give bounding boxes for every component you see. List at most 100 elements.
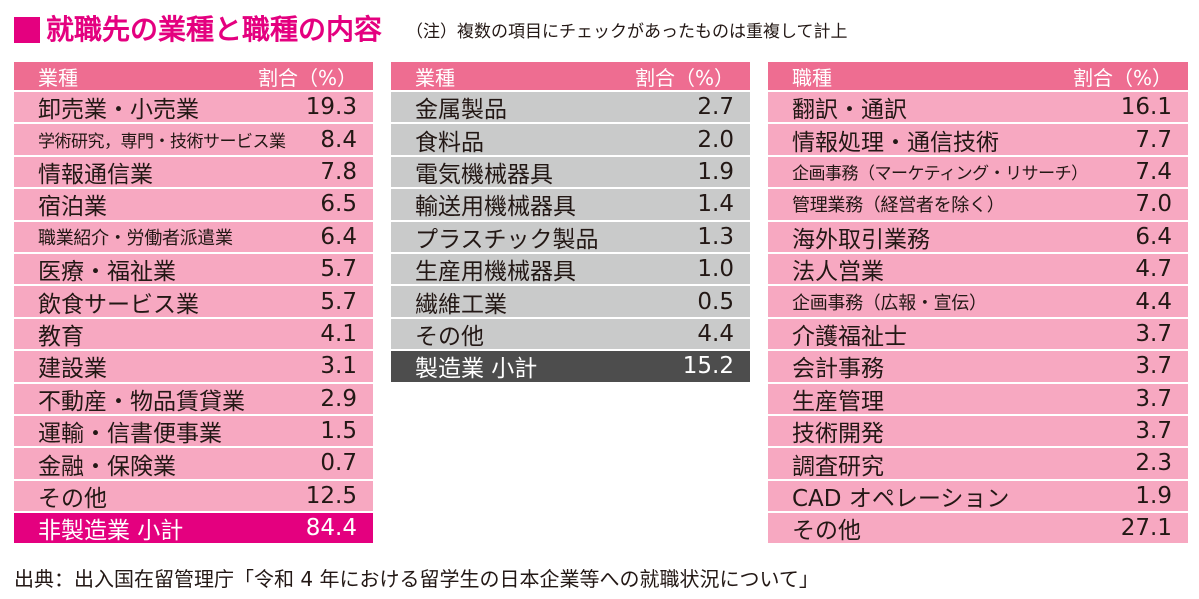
row-label: 技術開発	[792, 421, 884, 448]
header-label: 業種	[38, 65, 78, 90]
table-row: 介護福祉士 3.7	[768, 318, 1188, 352]
row-value: 16.1	[1120, 94, 1172, 121]
row-value: 1.9	[1135, 482, 1172, 509]
non-manufacturing-table: 業種 割合（%） 卸売業・小売業 19.3 学術研究，専門・技術サービス業 8.4 …	[14, 62, 373, 546]
note: （注）複数の項目にチェックがあったものは重複して計上	[406, 22, 848, 42]
table-header: 職種 割合（%）	[768, 62, 1188, 92]
row-value: 4.4	[697, 320, 734, 347]
row-value: 1.3	[697, 223, 734, 250]
table-row: 生産用機械器具 1.0	[391, 253, 750, 287]
row-value: 7.0	[1135, 191, 1172, 218]
row-label: 学術研究，専門・技術サービス業	[38, 132, 286, 153]
row-label: 生産管理	[792, 388, 884, 415]
table-row: 飲食サービス業 5.7	[14, 286, 373, 319]
header-value: 割合（%）	[1072, 65, 1172, 90]
subtotal-value: 84.4	[305, 515, 357, 542]
row-value: 1.9	[697, 158, 734, 185]
table-row: 食料品 2.0	[391, 124, 750, 157]
table-row: その他 4.4	[391, 318, 750, 352]
row-label: 建設業	[38, 356, 107, 383]
table-row: 法人営業 4.7	[768, 253, 1188, 287]
row-value: 3.7	[1135, 385, 1172, 412]
table-row: プラスチック製品 1.3	[391, 221, 750, 254]
row-label: 電気機械器具	[415, 161, 553, 188]
row-label: 医療・福祉業	[38, 259, 176, 286]
table-row: 医療・福祉業 5.7	[14, 253, 373, 287]
table-row: CAD オペレーション 1.9	[768, 480, 1188, 514]
row-label: 法人営業	[792, 259, 884, 286]
title-square-icon	[14, 17, 40, 43]
table-row: 建設業 3.1	[14, 351, 373, 384]
table-row: 管理業務（経営者を除く） 7.0	[768, 189, 1188, 222]
row-label: その他	[415, 323, 484, 350]
table-row: 生産管理 3.7	[768, 383, 1188, 416]
row-label: 食料品	[415, 129, 484, 156]
row-value: 7.7	[1135, 126, 1172, 153]
row-value: 27.1	[1120, 515, 1172, 542]
row-label: 企画事務（マーケティング・リサーチ）	[792, 164, 1088, 185]
header-label: 業種	[415, 65, 455, 90]
row-value: 4.4	[1135, 288, 1172, 315]
row-value: 3.1	[320, 353, 357, 380]
row-label: 介護福祉士	[792, 323, 907, 350]
subtotal-row: 非製造業 小計 84.4	[14, 513, 373, 546]
row-value: 6.4	[320, 223, 357, 250]
table-row: 繊維工業 0.5	[391, 286, 750, 319]
row-label: 教育	[38, 323, 84, 350]
subtotal-label: 非製造業 小計	[38, 518, 184, 545]
table-row: 情報処理・通信技術 7.7	[768, 124, 1188, 157]
row-label: 不動産・物品賃貸業	[38, 388, 245, 415]
subtotal-value: 15.2	[682, 353, 734, 380]
row-value: 5.7	[320, 256, 357, 283]
row-label: 繊維工業	[415, 291, 507, 318]
row-value: 1.4	[697, 191, 734, 218]
row-label: 運輸・信書便事業	[38, 421, 222, 448]
table-header: 業種 割合（%）	[14, 62, 373, 92]
row-label: プラスチック製品	[415, 226, 599, 253]
table-row: 学術研究，専門・技術サービス業 8.4	[14, 124, 373, 157]
row-value: 7.4	[1135, 158, 1172, 185]
table-row: 輸送用機械器具 1.4	[391, 189, 750, 222]
row-value: 6.4	[1135, 223, 1172, 250]
row-label: 卸売業・小売業	[38, 97, 199, 124]
row-label: 宿泊業	[38, 194, 107, 221]
row-label: CAD オペレーション	[792, 485, 1010, 512]
occupation-table: 職種 割合（%） 翻訳・通訳 16.1 情報処理・通信技術 7.7 企画事務（マーケ…	[768, 62, 1188, 546]
table-row: 海外取引業務 6.4	[768, 221, 1188, 254]
table-row: 企画事務（広報・宣伝） 4.4	[768, 286, 1188, 319]
row-label: 翻訳・通訳	[792, 97, 907, 124]
table-row: 翻訳・通訳 16.1	[768, 92, 1188, 125]
row-label: 企画事務（広報・宣伝）	[792, 292, 987, 314]
row-value: 8.4	[320, 126, 357, 153]
row-value: 0.7	[320, 450, 357, 477]
table-row: 電気機械器具 1.9	[391, 156, 750, 190]
row-value: 2.7	[697, 94, 734, 121]
row-value: 12.5	[305, 482, 357, 509]
row-value: 3.7	[1135, 353, 1172, 380]
table-row: 金融・保険業 0.7	[14, 448, 373, 481]
subtotal-row: 製造業 小計 15.2	[391, 351, 750, 384]
row-value: 2.0	[697, 126, 734, 153]
row-value: 1.0	[697, 256, 734, 283]
row-value: 2.3	[1135, 450, 1172, 477]
table-row: その他 27.1	[768, 513, 1188, 546]
row-label: 会計事務	[792, 356, 884, 383]
title-block: 就職先の業種と職種の内容 （注）複数の項目にチェックがあったものは重複して計上	[14, 8, 848, 50]
page-title: 就職先の業種と職種の内容	[46, 13, 383, 46]
header-label: 職種	[792, 65, 832, 90]
row-label: 生産用機械器具	[415, 259, 576, 286]
row-label: 飲食サービス業	[38, 291, 199, 318]
manufacturing-table: 業種 割合（%） 金属製品 2.7 食料品 2.0 電気機械器具 1.9 輸送用機械器…	[391, 62, 750, 384]
row-value: 5.7	[320, 288, 357, 315]
row-value: 19.3	[305, 94, 357, 121]
row-value: 4.7	[1135, 256, 1172, 283]
row-value: 3.7	[1135, 320, 1172, 347]
row-label: 調査研究	[792, 453, 884, 480]
table-row: 職業紹介・労働者派遣業 6.4	[14, 221, 373, 254]
row-label: 輸送用機械器具	[415, 194, 576, 221]
table-row: 企画事務（マーケティング・リサーチ） 7.4	[768, 156, 1188, 190]
row-value: 3.7	[1135, 418, 1172, 445]
source-citation: 出典：出入国在留管理庁「令和 4 年における留学生の日本企業等への就職状況につい…	[14, 567, 819, 591]
row-value: 4.1	[320, 320, 357, 347]
table-row: 卸売業・小売業 19.3	[14, 92, 373, 125]
